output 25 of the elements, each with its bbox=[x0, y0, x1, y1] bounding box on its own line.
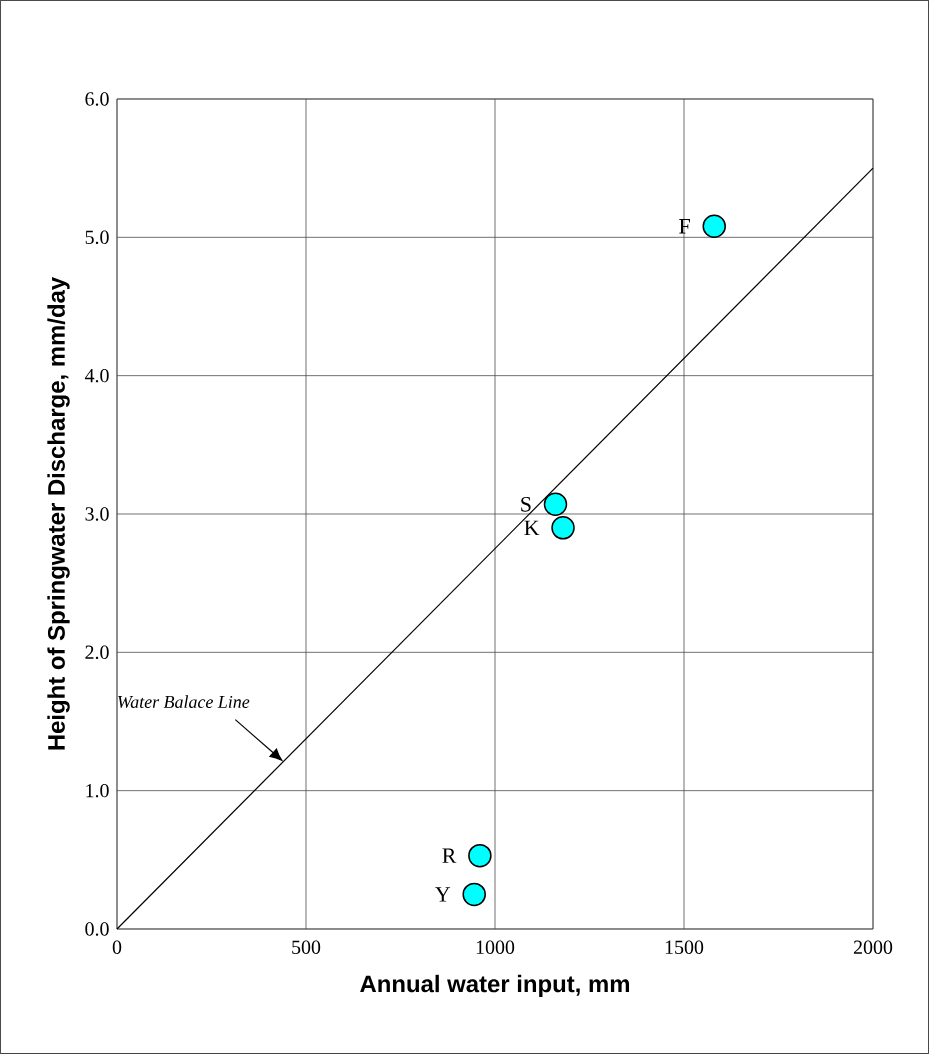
point bbox=[551, 516, 575, 540]
x-tick-label: 1500 bbox=[665, 940, 704, 954]
x-tick-label: 500 bbox=[292, 940, 321, 954]
x-tick-label: 0 bbox=[112, 940, 122, 954]
annotation: R bbox=[442, 848, 457, 863]
text: Water Balace Line bbox=[118, 695, 250, 709]
y-tick-label: 1.0 bbox=[86, 783, 109, 798]
annotation: Y bbox=[435, 887, 451, 902]
y-tick-label: 0.0 bbox=[85, 922, 109, 936]
annotation: K bbox=[524, 520, 540, 535]
point bbox=[702, 214, 726, 238]
y-tick-label: 6.0 bbox=[85, 92, 109, 106]
x-tick-label: 2000 bbox=[853, 940, 893, 954]
y-axis-title: Height of Springwater Discharge, mm/day bbox=[47, 276, 70, 750]
y-tick-label: 4.0 bbox=[84, 368, 109, 383]
y-tick-label: 2.0 bbox=[85, 645, 109, 660]
annotation: F bbox=[679, 219, 690, 234]
point bbox=[468, 843, 492, 868]
x-axis-title: Annual water input, mm bbox=[360, 974, 630, 998]
point bbox=[462, 882, 486, 907]
annotation: S bbox=[521, 496, 531, 512]
x-tick-label: 1000 bbox=[476, 940, 515, 954]
y-tick-label: 5.0 bbox=[85, 230, 109, 245]
y-tick-label: 3.0 bbox=[85, 507, 109, 521]
point bbox=[543, 492, 568, 517]
